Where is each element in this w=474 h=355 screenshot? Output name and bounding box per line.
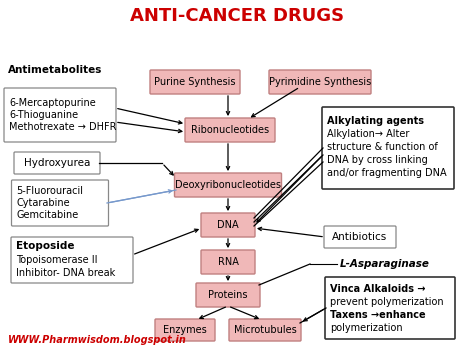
Text: Proteins: Proteins xyxy=(208,290,248,300)
Text: polymerization: polymerization xyxy=(330,323,402,333)
Text: Alkylation→ Alter: Alkylation→ Alter xyxy=(327,129,410,139)
Text: Purine Synthesis: Purine Synthesis xyxy=(154,77,236,87)
FancyBboxPatch shape xyxy=(4,88,116,142)
Text: ANTI-CANCER DRUGS: ANTI-CANCER DRUGS xyxy=(130,7,344,25)
Text: Antimetabolites: Antimetabolites xyxy=(8,65,102,75)
FancyBboxPatch shape xyxy=(150,70,240,94)
Text: prevent polymerization: prevent polymerization xyxy=(330,297,444,307)
Text: Alkylating agents: Alkylating agents xyxy=(327,116,424,126)
FancyBboxPatch shape xyxy=(269,70,371,94)
Text: RNA: RNA xyxy=(218,257,238,267)
Text: Deoxyribonucleotides: Deoxyribonucleotides xyxy=(175,180,281,190)
Text: Inhibitor- DNA break: Inhibitor- DNA break xyxy=(16,268,115,278)
Text: structure & function of: structure & function of xyxy=(327,142,438,152)
Text: L-Asparaginase: L-Asparaginase xyxy=(340,259,430,269)
FancyBboxPatch shape xyxy=(155,319,215,341)
Text: and/or fragmenting DNA: and/or fragmenting DNA xyxy=(327,168,447,178)
FancyBboxPatch shape xyxy=(324,226,396,248)
FancyBboxPatch shape xyxy=(11,237,133,283)
Text: Topoisomerase II: Topoisomerase II xyxy=(16,255,98,265)
Text: Taxens →enhance: Taxens →enhance xyxy=(330,310,426,320)
Text: Enzymes: Enzymes xyxy=(163,325,207,335)
Text: DNA by cross linking: DNA by cross linking xyxy=(327,155,428,165)
FancyBboxPatch shape xyxy=(174,173,282,197)
Text: Antibiotics: Antibiotics xyxy=(332,232,388,242)
FancyBboxPatch shape xyxy=(322,107,454,189)
FancyBboxPatch shape xyxy=(196,283,260,307)
FancyBboxPatch shape xyxy=(11,180,109,226)
FancyBboxPatch shape xyxy=(201,250,255,274)
Text: WWW.Pharmwisdom.blogspot.in: WWW.Pharmwisdom.blogspot.in xyxy=(8,335,187,345)
FancyBboxPatch shape xyxy=(14,152,100,174)
Text: Pyrimidine Synthesis: Pyrimidine Synthesis xyxy=(269,77,371,87)
FancyBboxPatch shape xyxy=(201,213,255,237)
FancyBboxPatch shape xyxy=(229,319,301,341)
Text: 5-Fluorouracil
Cytarabine
Gemcitabine: 5-Fluorouracil Cytarabine Gemcitabine xyxy=(17,186,83,220)
Text: Hydroxyurea: Hydroxyurea xyxy=(24,158,90,168)
Text: Microtubules: Microtubules xyxy=(234,325,296,335)
Text: 6-Mercaptopurine
6-Thioguanine
Methotrexate → DHFR: 6-Mercaptopurine 6-Thioguanine Methotrex… xyxy=(9,98,117,132)
Text: DNA: DNA xyxy=(217,220,239,230)
Text: Etoposide: Etoposide xyxy=(16,241,74,251)
Text: Ribonucleotides: Ribonucleotides xyxy=(191,125,269,135)
FancyBboxPatch shape xyxy=(185,118,275,142)
FancyBboxPatch shape xyxy=(325,277,455,339)
Text: Vinca Alkaloids →: Vinca Alkaloids → xyxy=(330,284,426,294)
